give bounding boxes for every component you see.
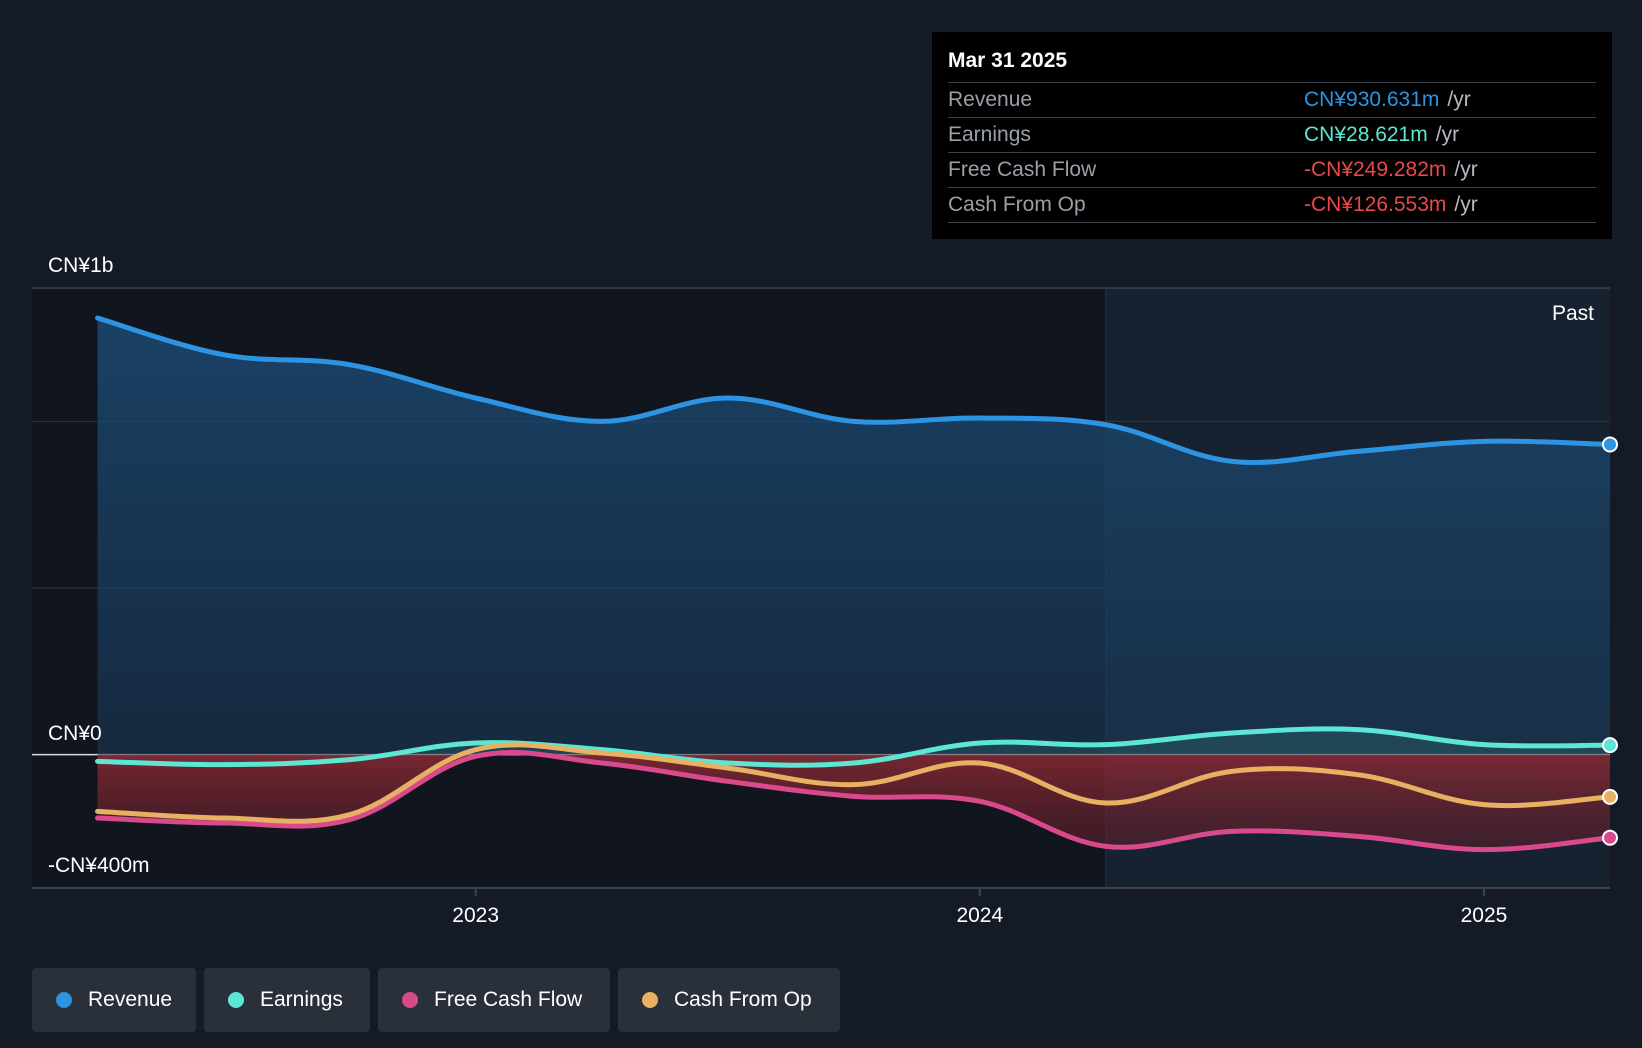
legend-dot-icon: [402, 992, 418, 1008]
x-tick-label: 2025: [1461, 904, 1508, 927]
legend-revenue[interactable]: Revenue: [32, 968, 196, 1032]
tooltip-row-revenue: Revenue CN¥930.631m /yr: [948, 83, 1596, 118]
legend-earnings[interactable]: Earnings: [204, 968, 370, 1032]
tooltip-unit: /yr: [1435, 123, 1460, 146]
legend-cash-from-op[interactable]: Cash From Op: [618, 968, 840, 1032]
tooltip-label: Earnings: [948, 123, 1031, 146]
series-lines: [95, 315, 1613, 853]
y-label-zero: CN¥0: [48, 722, 102, 745]
series-areas: [97, 318, 1611, 850]
area-free-cash-flow: [97, 752, 1611, 850]
tooltip-value: CN¥28.621m: [1304, 123, 1428, 146]
line-free-cash-flow: [95, 749, 1613, 853]
end-marker-revenue: [1602, 436, 1618, 453]
y-label-top: CN¥1b: [48, 254, 113, 277]
line-revenue: [95, 315, 1613, 466]
tooltip-row-free-cash-flow: Free Cash Flow -CN¥249.282m /yr: [948, 153, 1596, 188]
line-cash-from-op: [95, 742, 1613, 824]
past-label: Past: [1552, 302, 1594, 325]
tooltip-unit: /yr: [1454, 158, 1478, 181]
legend-label: Cash From Op: [674, 988, 812, 1011]
x-tick-label: 2024: [956, 904, 1003, 927]
legend-free-cash-flow[interactable]: Free Cash Flow: [378, 968, 610, 1032]
tooltip-date: Mar 31 2025: [948, 46, 1596, 83]
legend-dot-icon: [56, 992, 72, 1008]
tooltip-row-earnings: Earnings CN¥28.621m /yr: [948, 118, 1596, 153]
line-earnings: [95, 726, 1613, 768]
tooltip-value: CN¥930.631m: [1304, 88, 1440, 111]
tooltip-unit: /yr: [1447, 88, 1471, 111]
area-revenue: [97, 318, 1611, 755]
tooltip-label: Cash From Op: [948, 193, 1086, 216]
tooltip-label: Free Cash Flow: [948, 158, 1097, 181]
end-marker-cash-from-op: [1602, 788, 1618, 805]
x-axis-ticks: 2023 2024 2025: [452, 888, 1507, 927]
tooltip-value: -CN¥126.553m: [1304, 193, 1447, 216]
tooltip-value: -CN¥249.282m: [1304, 158, 1447, 181]
end-marker-earnings: [1602, 737, 1618, 754]
series-end-markers: [1602, 436, 1618, 846]
area-earnings: [97, 728, 1611, 766]
legend-dot-icon: [642, 992, 658, 1008]
legend-label: Revenue: [88, 988, 173, 1011]
legend-label: Free Cash Flow: [434, 988, 583, 1011]
tooltip-unit: /yr: [1454, 193, 1478, 216]
x-tick-label: 2023: [452, 904, 499, 927]
tooltip-row-cash-from-op: Cash From Op -CN¥126.553m /yr: [948, 188, 1596, 223]
legend-dot-icon: [228, 992, 244, 1008]
y-label-bottom: -CN¥400m: [48, 854, 150, 877]
tooltip-label: Revenue: [948, 88, 1033, 111]
legend-label: Earnings: [260, 988, 343, 1011]
tooltip-panel: Mar 31 2025 Revenue CN¥930.631m /yr Earn…: [932, 32, 1612, 239]
end-marker-free-cash-flow: [1602, 829, 1618, 846]
